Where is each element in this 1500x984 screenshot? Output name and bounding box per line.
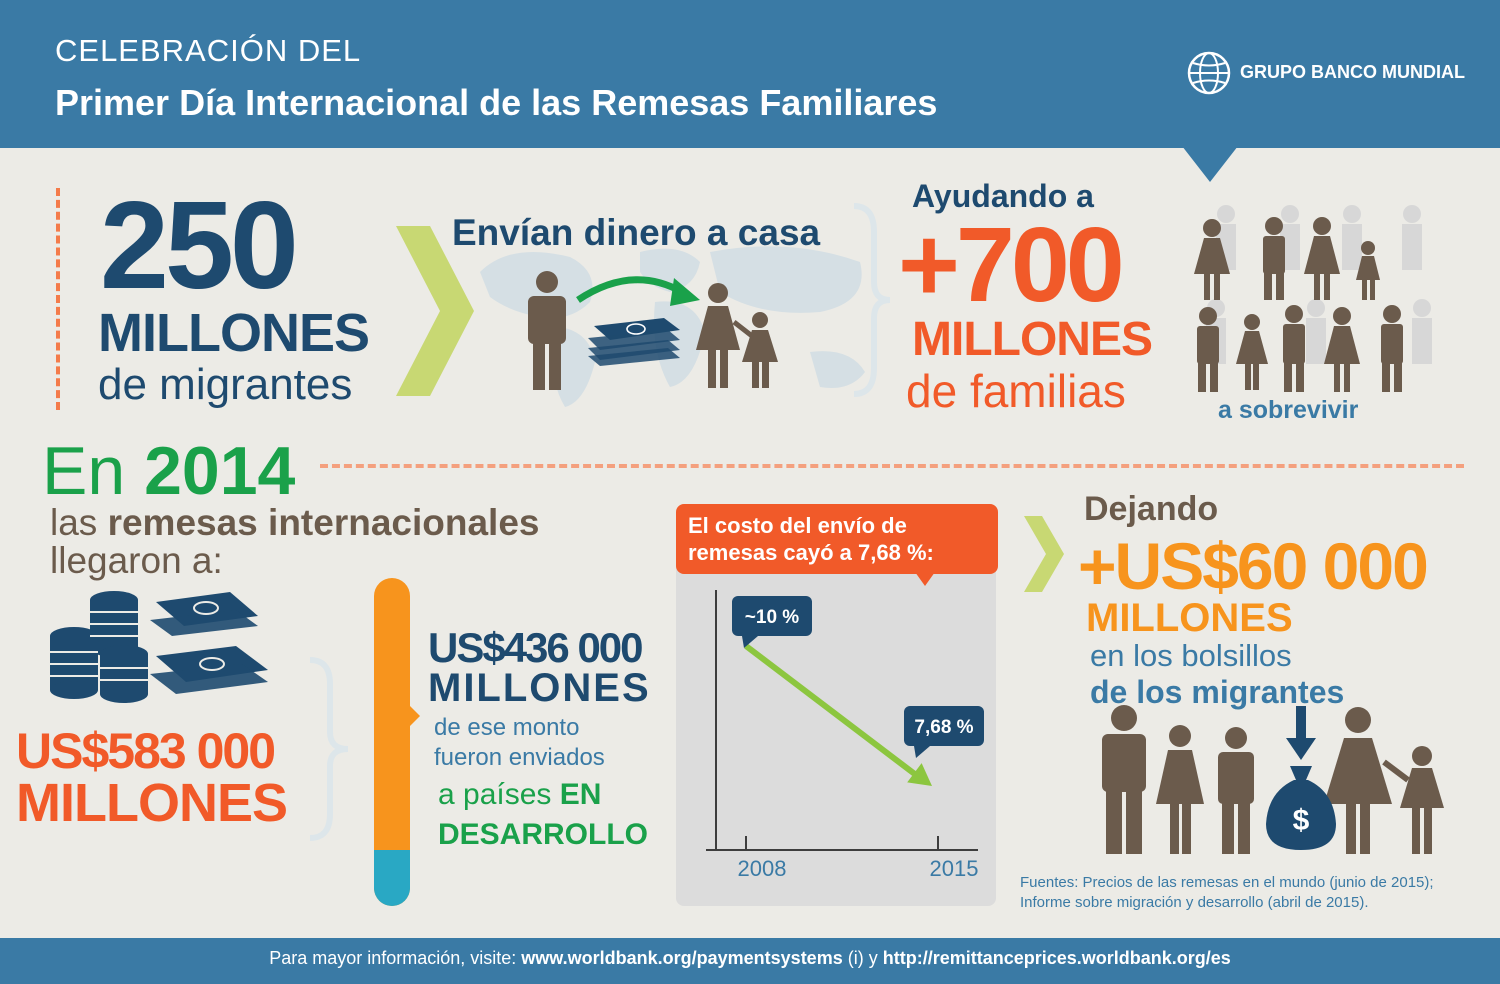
families-unit: MILLONES [912,313,1153,366]
migrants-label: de migrantes [98,360,353,409]
chevron-right-icon [396,226,474,396]
savings-unit: MILLONES [1086,596,1293,640]
money-bag-icon: $ [1266,766,1336,850]
divider-horizontal [320,464,1464,468]
family-icon [1102,705,1444,854]
globe-icon [1187,51,1231,95]
developing-line1: de ese monto [434,714,580,741]
footer-pre: Para mayor información, visite: [269,948,522,968]
header-banner [0,0,1500,148]
world-map [480,246,865,407]
developing-line3-bold: EN [559,778,602,811]
brace-icon [853,203,891,397]
chart-banner: El costo del envío de remesas cayó a 7,6… [676,504,998,574]
developing-line2: fueron enviados [434,744,605,771]
migrants-number: 250 [100,177,299,315]
footer-link-payments[interactable]: www.worldbank.org/paymentsystems [521,948,843,968]
developing-line3-pre: a países [438,778,560,811]
page-title: Primer Día Internacional de las Remesas … [55,82,938,123]
families-label: de familias [906,365,1126,417]
remittance-line1-pre: las [50,502,108,543]
x-tick-label: 2015 [930,856,979,881]
families-number: +700 [898,206,1125,324]
divider-vertical [56,188,60,410]
savings-line2: de los migrantes [1090,674,1345,710]
end-value-callout: 7,68 % [904,706,984,758]
down-arrow-icon [1286,706,1316,760]
developing-line3: a países EN [438,778,601,812]
cash-stack-icon [588,318,680,366]
year-en-word: En [42,433,126,509]
svg-text:~10 %: ~10 % [745,607,800,628]
x-tick-label: 2008 [738,856,787,881]
family-group-icon [1194,205,1432,392]
families-suffix: a sobrevivir [1218,396,1359,424]
remittance-line2: llegaron a: [50,540,223,581]
thermometer-bar [374,578,410,906]
thermometer-base [374,850,410,906]
mother-child-icon [696,283,778,388]
families-prefix: Ayudando a [912,178,1094,214]
chart-banner-line2: remesas cayó a 7,68 %: [688,540,934,565]
remittance-line1-bold: remesas internacionales [107,502,540,543]
savings-amount: +US$60 000 [1078,529,1429,603]
arrow-icon [576,276,700,306]
header-notch [1182,146,1238,182]
chart-banner-tail [915,572,935,586]
pointer-icon [408,704,420,728]
coin-stack-icon [50,591,268,703]
header-kicker: CELEBRACIÓN DEL [55,33,362,68]
developing-amount: US$436 000 [428,624,644,671]
send-money-title: Envían dinero a casa [452,212,821,253]
migrants-unit: MILLONES [98,303,370,363]
footer-mid: (i) y [842,948,883,968]
developing-line4: DESARROLLO [438,818,648,851]
svg-text:$: $ [1293,804,1310,837]
chart-banner-line1: El costo del envío de [688,513,907,538]
svg-text:7,68 %: 7,68 % [914,717,973,738]
brace-icon [309,657,349,841]
total-unit: MILLONES [16,773,288,833]
logo-text: GRUPO BANCO MUNDIAL [1240,62,1465,82]
savings-line1: en los bolsillos [1090,638,1292,673]
savings-prefix: Dejando [1084,490,1219,528]
year-en: En 2014 [42,432,295,510]
footer: Para mayor información, visite: www.worl… [0,938,1500,984]
cost-chart: 2008 2015 ~10 % 7,68 % [706,590,984,881]
person-icon [528,271,566,390]
sources-line2: Informe sobre migración y desarrollo (ab… [1020,894,1369,911]
series-line [744,643,922,781]
developing-unit: MILLONES [428,666,651,710]
chevron-right-icon [1024,516,1064,592]
footer-link-remittanceprices[interactable]: http://remittanceprices.worldbank.org/es [882,948,1231,968]
series-arrowhead [907,763,932,786]
sources-line1: Fuentes: Precios de las remesas en el mu… [1020,874,1434,891]
remittance-line1: las remesas internacionales [50,502,539,544]
start-value-callout: ~10 % [732,596,812,648]
total-amount: US$583 000 [16,723,276,779]
year-value: 2014 [144,433,296,509]
